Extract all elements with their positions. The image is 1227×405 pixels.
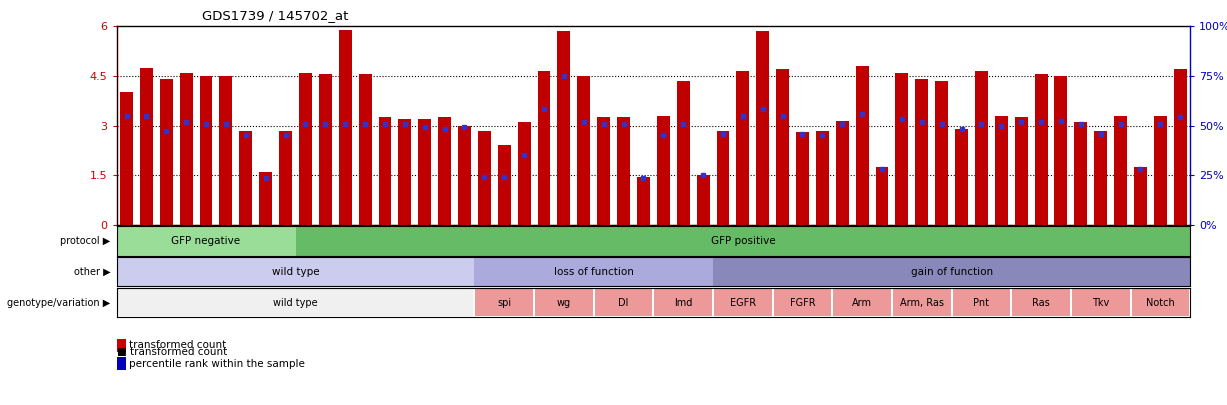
Text: Arm, Ras: Arm, Ras <box>899 298 944 307</box>
Text: other ▶: other ▶ <box>74 267 110 277</box>
Text: FGFR: FGFR <box>790 298 815 307</box>
Bar <box>537 71 551 225</box>
Bar <box>677 81 690 225</box>
Bar <box>339 30 352 225</box>
Bar <box>117 226 296 256</box>
Bar <box>756 31 769 225</box>
Bar <box>816 130 828 225</box>
Bar <box>160 79 173 225</box>
Text: gain of function: gain of function <box>910 267 993 277</box>
Bar <box>617 117 629 225</box>
Bar <box>179 72 193 225</box>
Text: Notch: Notch <box>1146 298 1174 307</box>
Bar <box>1094 130 1107 225</box>
Bar <box>1012 290 1070 315</box>
Bar <box>518 122 530 225</box>
Text: protocol ▶: protocol ▶ <box>60 236 110 246</box>
Bar <box>975 71 988 225</box>
Bar <box>656 116 670 225</box>
Bar <box>995 116 1007 225</box>
Text: percentile rank within the sample: percentile rank within the sample <box>130 358 306 369</box>
Bar <box>299 72 312 225</box>
Text: GFP positive: GFP positive <box>710 236 775 246</box>
Bar <box>1153 116 1167 225</box>
Bar <box>1114 116 1128 225</box>
Bar <box>117 357 125 370</box>
Bar <box>418 119 431 225</box>
Bar <box>498 145 510 225</box>
Bar <box>475 290 533 315</box>
Bar <box>955 129 968 225</box>
Text: EGFR: EGFR <box>730 298 756 307</box>
Bar <box>259 172 272 225</box>
Text: wild type: wild type <box>271 267 319 277</box>
Bar <box>774 290 832 315</box>
Bar <box>438 117 452 225</box>
Bar <box>1174 69 1187 225</box>
Text: loss of function: loss of function <box>553 267 633 277</box>
Text: GDS1739 / 145702_at: GDS1739 / 145702_at <box>202 9 348 22</box>
Bar <box>935 81 948 225</box>
Text: lmd: lmd <box>674 298 692 307</box>
Bar <box>654 290 712 315</box>
Bar <box>535 290 593 315</box>
Text: Tkv: Tkv <box>1092 298 1109 307</box>
Bar <box>117 339 125 352</box>
Bar <box>836 121 849 225</box>
Text: ■ transformed count: ■ transformed count <box>117 347 227 356</box>
Bar <box>1131 290 1189 315</box>
Text: Arm: Arm <box>852 298 872 307</box>
Text: wg: wg <box>557 298 571 307</box>
Text: Ras: Ras <box>1032 298 1050 307</box>
Bar <box>120 92 133 225</box>
Bar <box>140 68 153 225</box>
Bar <box>475 257 713 286</box>
Bar <box>200 76 212 225</box>
Bar <box>1034 74 1048 225</box>
Bar <box>239 130 253 225</box>
Bar <box>279 130 292 225</box>
Bar <box>893 290 951 315</box>
Bar <box>714 290 772 315</box>
Bar <box>1015 117 1028 225</box>
Bar <box>952 290 1010 315</box>
Bar <box>578 76 590 225</box>
Bar <box>378 117 391 225</box>
Bar <box>833 290 891 315</box>
Text: transformed count: transformed count <box>130 340 227 350</box>
Bar <box>855 66 869 225</box>
Bar <box>1134 167 1147 225</box>
Bar <box>598 117 610 225</box>
Bar <box>557 31 571 225</box>
Text: spi: spi <box>497 298 512 307</box>
Bar <box>358 74 372 225</box>
Bar <box>1072 290 1130 315</box>
Bar <box>117 257 475 286</box>
Bar <box>458 126 471 225</box>
Bar <box>399 119 411 225</box>
Bar <box>713 257 1190 286</box>
Bar <box>1075 122 1087 225</box>
Bar <box>796 132 809 225</box>
Bar <box>479 130 491 225</box>
Bar <box>777 69 789 225</box>
Bar <box>595 290 653 315</box>
Bar <box>915 79 929 225</box>
Text: genotype/variation ▶: genotype/variation ▶ <box>7 298 110 307</box>
Bar <box>736 71 750 225</box>
Bar <box>319 74 331 225</box>
Bar <box>296 226 1190 256</box>
Text: Dl: Dl <box>618 298 628 307</box>
Bar <box>220 76 232 225</box>
Bar <box>637 177 650 225</box>
Bar <box>717 130 729 225</box>
Text: Pnt: Pnt <box>973 298 989 307</box>
Bar <box>896 72 908 225</box>
Bar <box>118 290 474 315</box>
Bar <box>876 167 888 225</box>
Text: GFP negative: GFP negative <box>172 236 240 246</box>
Bar <box>697 175 709 225</box>
Text: wild type: wild type <box>274 298 318 307</box>
Bar <box>1054 76 1067 225</box>
